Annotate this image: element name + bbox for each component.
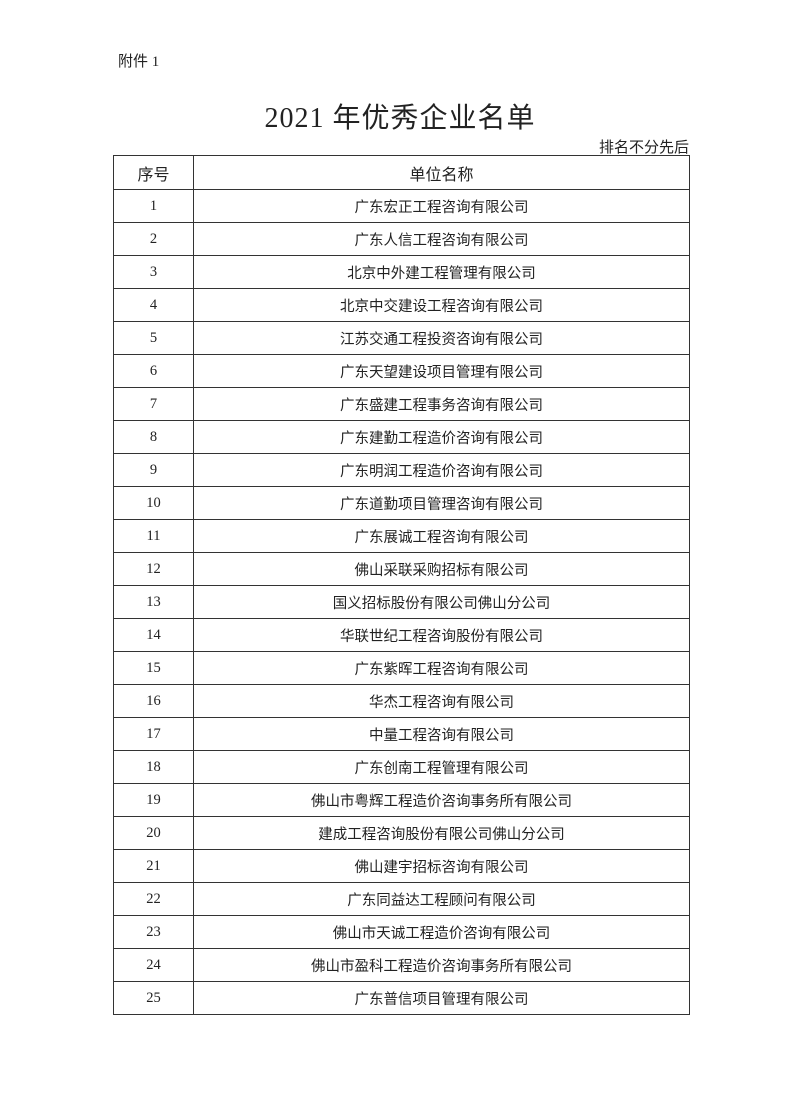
table-row: 13 国义招标股份有限公司佛山分公司 bbox=[113, 585, 690, 619]
table-row: 24 佛山市盈科工程造价咨询事务所有限公司 bbox=[113, 948, 690, 982]
table-row: 15 广东紫晖工程咨询有限公司 bbox=[113, 651, 690, 685]
row-index: 8 bbox=[113, 420, 194, 454]
header-company-name: 单位名称 bbox=[193, 155, 690, 190]
header-index: 序号 bbox=[113, 155, 194, 190]
table-row: 2 广东人信工程咨询有限公司 bbox=[113, 222, 690, 256]
company-name: 广东紫晖工程咨询有限公司 bbox=[193, 651, 690, 685]
company-name: 佛山市天诚工程造价咨询有限公司 bbox=[193, 915, 690, 949]
table-row: 4 北京中交建设工程咨询有限公司 bbox=[113, 288, 690, 322]
table-row: 25 广东普信项目管理有限公司 bbox=[113, 981, 690, 1015]
table-row: 22 广东同益达工程顾问有限公司 bbox=[113, 882, 690, 916]
row-index: 25 bbox=[113, 981, 194, 1015]
company-name: 佛山采联采购招标有限公司 bbox=[193, 552, 690, 586]
table-row: 19 佛山市粤辉工程造价咨询事务所有限公司 bbox=[113, 783, 690, 817]
ranking-note: 排名不分先后 bbox=[598, 140, 689, 156]
row-index: 18 bbox=[113, 750, 194, 784]
company-name: 佛山建宇招标咨询有限公司 bbox=[193, 849, 690, 883]
row-index: 12 bbox=[113, 552, 194, 586]
row-index: 24 bbox=[113, 948, 194, 982]
row-index: 6 bbox=[113, 354, 194, 388]
row-index: 10 bbox=[113, 486, 194, 520]
row-index: 20 bbox=[113, 816, 194, 850]
table-row: 8 广东建勤工程造价咨询有限公司 bbox=[113, 420, 690, 454]
company-name: 华联世纪工程咨询股份有限公司 bbox=[193, 618, 690, 652]
company-name: 广东创南工程管理有限公司 bbox=[193, 750, 690, 784]
table-body: 1 广东宏正工程咨询有限公司 2 广东人信工程咨询有限公司 3 北京中外建工程管理有限公司… bbox=[113, 189, 690, 1015]
table-row: 11 广东展诚工程咨询有限公司 bbox=[113, 519, 690, 553]
row-index: 15 bbox=[113, 651, 194, 685]
table-row: 9 广东明润工程造价咨询有限公司 bbox=[113, 453, 690, 487]
company-name: 江苏交通工程投资咨询有限公司 bbox=[193, 321, 690, 355]
company-name: 北京中外建工程管理有限公司 bbox=[193, 255, 690, 289]
company-name: 广东道勤项目管理咨询有限公司 bbox=[193, 486, 690, 520]
table-row: 5 江苏交通工程投资咨询有限公司 bbox=[113, 321, 690, 355]
table-row: 10 广东道勤项目管理咨询有限公司 bbox=[113, 486, 690, 520]
company-name: 中量工程咨询有限公司 bbox=[193, 717, 690, 751]
table-header-row: 序号 单位名称 bbox=[113, 155, 690, 190]
row-index: 17 bbox=[113, 717, 194, 751]
page-title: 2021 年优秀企业名单 bbox=[264, 103, 536, 134]
attachment-label: 附件 1 bbox=[118, 54, 160, 70]
table-row: 14 华联世纪工程咨询股份有限公司 bbox=[113, 618, 690, 652]
company-name: 广东同益达工程顾问有限公司 bbox=[193, 882, 690, 916]
company-name: 广东明润工程造价咨询有限公司 bbox=[193, 453, 690, 487]
company-name: 华杰工程咨询有限公司 bbox=[193, 684, 690, 718]
company-name: 佛山市粤辉工程造价咨询事务所有限公司 bbox=[193, 783, 690, 817]
row-index: 9 bbox=[113, 453, 194, 487]
row-index: 14 bbox=[113, 618, 194, 652]
company-name: 广东展诚工程咨询有限公司 bbox=[193, 519, 690, 553]
row-index: 22 bbox=[113, 882, 194, 916]
row-index: 1 bbox=[113, 189, 194, 223]
row-index: 13 bbox=[113, 585, 194, 619]
row-index: 16 bbox=[113, 684, 194, 718]
company-name: 国义招标股份有限公司佛山分公司 bbox=[193, 585, 690, 619]
table-row: 3 北京中外建工程管理有限公司 bbox=[113, 255, 690, 289]
row-index: 3 bbox=[113, 255, 194, 289]
company-name: 广东建勤工程造价咨询有限公司 bbox=[193, 420, 690, 454]
company-name: 佛山市盈科工程造价咨询事务所有限公司 bbox=[193, 948, 690, 982]
table-row: 17 中量工程咨询有限公司 bbox=[113, 717, 690, 751]
row-index: 7 bbox=[113, 387, 194, 421]
table-row: 21 佛山建宇招标咨询有限公司 bbox=[113, 849, 690, 883]
table-row: 1 广东宏正工程咨询有限公司 bbox=[113, 189, 690, 223]
row-index: 21 bbox=[113, 849, 194, 883]
enterprise-table: 序号 单位名称 1 广东宏正工程咨询有限公司 2 广东人信工程咨询有限公司 3 北京中外建… bbox=[113, 155, 690, 1015]
company-name: 广东宏正工程咨询有限公司 bbox=[193, 189, 690, 223]
row-index: 19 bbox=[113, 783, 194, 817]
row-index: 11 bbox=[113, 519, 194, 553]
row-index: 4 bbox=[113, 288, 194, 322]
table-row: 7 广东盛建工程事务咨询有限公司 bbox=[113, 387, 690, 421]
company-name: 北京中交建设工程咨询有限公司 bbox=[193, 288, 690, 322]
table-row: 12 佛山采联采购招标有限公司 bbox=[113, 552, 690, 586]
row-index: 2 bbox=[113, 222, 194, 256]
table-row: 6 广东天望建设项目管理有限公司 bbox=[113, 354, 690, 388]
row-index: 23 bbox=[113, 915, 194, 949]
company-name: 建成工程咨询股份有限公司佛山分公司 bbox=[193, 816, 690, 850]
table-row: 20 建成工程咨询股份有限公司佛山分公司 bbox=[113, 816, 690, 850]
table-row: 23 佛山市天诚工程造价咨询有限公司 bbox=[113, 915, 690, 949]
company-name: 广东天望建设项目管理有限公司 bbox=[193, 354, 690, 388]
table-row: 16 华杰工程咨询有限公司 bbox=[113, 684, 690, 718]
company-name: 广东人信工程咨询有限公司 bbox=[193, 222, 690, 256]
row-index: 5 bbox=[113, 321, 194, 355]
company-name: 广东盛建工程事务咨询有限公司 bbox=[193, 387, 690, 421]
table-row: 18 广东创南工程管理有限公司 bbox=[113, 750, 690, 784]
company-name: 广东普信项目管理有限公司 bbox=[193, 981, 690, 1015]
